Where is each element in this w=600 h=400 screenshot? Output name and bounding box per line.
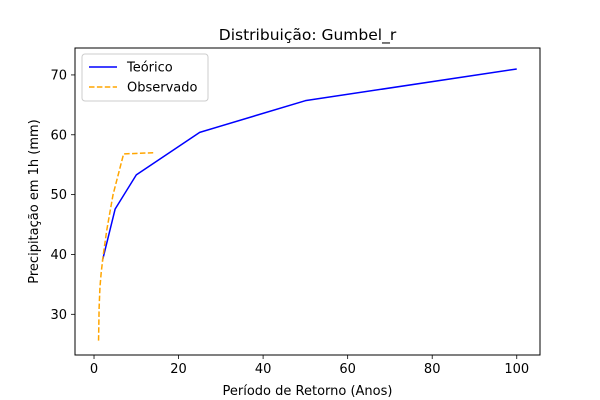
y-tick-label: 60	[50, 128, 67, 143]
x-tick-label: 60	[339, 362, 356, 377]
x-tick-label: 0	[90, 362, 98, 377]
legend-box	[81, 53, 209, 102]
x-tick-label: 40	[255, 362, 272, 377]
chart-title: Distribuição: Gumbel_r	[219, 26, 397, 45]
plot-frame	[74, 47, 541, 356]
legend-label-teorico: Teórico	[126, 61, 173, 76]
series-layer	[97, 68, 517, 341]
y-tick-label: 40	[50, 248, 67, 263]
x-tick-label: 80	[424, 362, 441, 377]
y-axis-title: Precipitação em 1h (mm)	[27, 119, 42, 283]
series-line-teorico	[101, 68, 517, 261]
y-axis: 30 40 50 60 70	[50, 68, 75, 323]
legend-label-observado: Observado	[127, 81, 198, 96]
y-tick-label: 70	[50, 68, 67, 83]
x-tick-label: 100	[504, 362, 529, 377]
y-tick-label: 30	[50, 308, 67, 323]
x-tick-label: 20	[170, 362, 187, 377]
y-tick-label: 50	[50, 188, 67, 203]
x-axis: 0 20 40 60 80 100	[90, 355, 529, 377]
x-axis-title: Período de Retorno (Anos)	[223, 384, 393, 399]
series-line-observado	[97, 151, 154, 341]
legend: Teórico Observado	[81, 53, 209, 102]
